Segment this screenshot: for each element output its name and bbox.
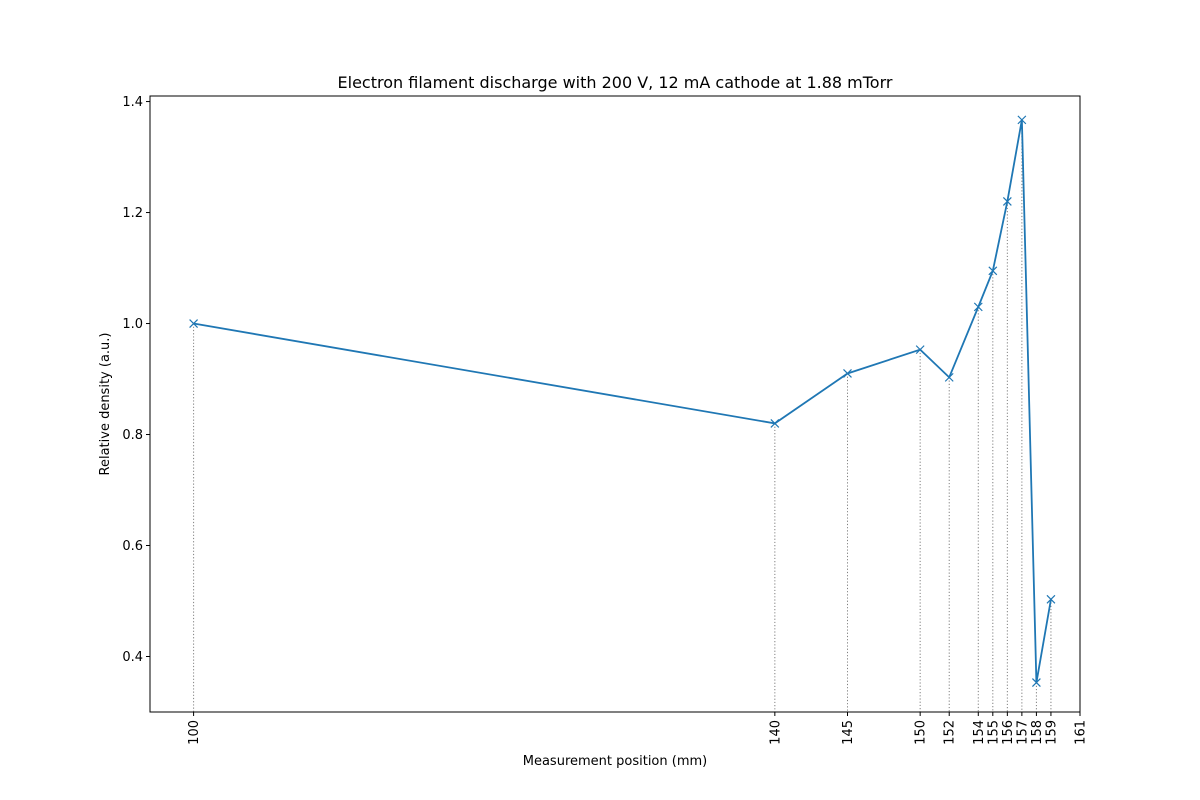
y-tick-label: 0.6 — [122, 539, 143, 554]
data-point — [915, 345, 925, 355]
data-point — [770, 418, 780, 428]
x-tick-label: 157 — [1015, 720, 1030, 745]
data-point — [189, 319, 199, 328]
x-tick-label: 152 — [943, 720, 958, 745]
data-point — [1046, 594, 1056, 604]
y-tick-label: 0.8 — [122, 428, 143, 443]
y-tick-label: 1.4 — [122, 95, 143, 110]
plot-area: 100 140 145 150 152 154 155 156 157 158 159 161 0.4 0… — [122, 95, 1088, 745]
data-point — [1002, 197, 1012, 206]
x-tick-label: 100 — [187, 720, 202, 745]
plot-frame — [149, 95, 1081, 713]
x-tick-label: 155 — [986, 720, 1001, 745]
data-point — [1031, 678, 1041, 688]
y-tick-label: 0.4 — [122, 650, 143, 665]
x-tick-label: 150 — [914, 720, 929, 745]
series-line — [193, 119, 1052, 683]
y-axis-title: Relative density (a.u.) — [98, 333, 113, 476]
x-tick-label: 154 — [972, 720, 987, 745]
data-point — [1017, 115, 1027, 125]
x-tick-label: 158 — [1030, 720, 1045, 745]
data-point — [843, 369, 852, 378]
x-tick-label: 145 — [841, 720, 856, 745]
x-tick-label: 140 — [768, 720, 783, 745]
x-axis-title: Measurement position (mm) — [523, 754, 707, 769]
y-tick-label: 1.0 — [122, 317, 143, 332]
chart-title: Electron filament discharge with 200 V, … — [338, 73, 893, 92]
y-tick-label: 1.2 — [122, 206, 143, 221]
data-point — [944, 372, 954, 382]
data-point — [988, 266, 998, 276]
x-tick-label: 156 — [1001, 720, 1016, 745]
data-point — [973, 302, 983, 312]
x-tick-label: 159 — [1044, 720, 1059, 745]
x-tick-label: 161 — [1074, 720, 1089, 745]
